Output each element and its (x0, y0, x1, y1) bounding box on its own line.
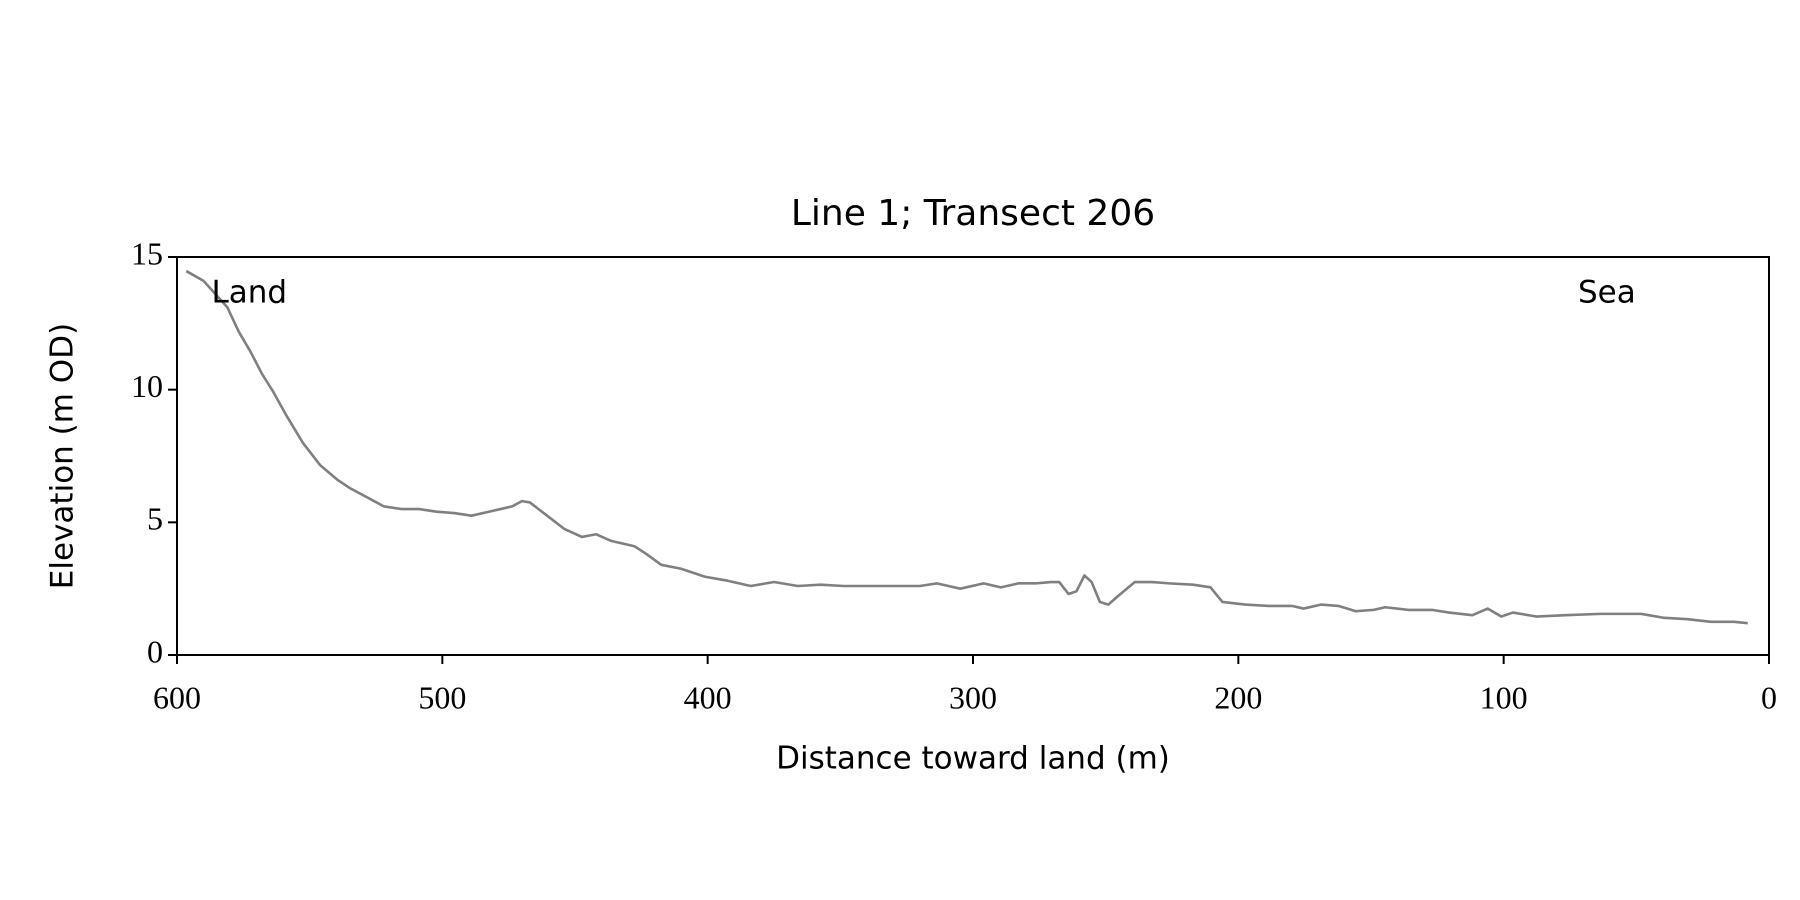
x-tick-label: 100 (1480, 679, 1528, 715)
data-line (185, 269, 1748, 625)
plot-frame (176, 256, 1770, 656)
x-tick-label: 400 (684, 679, 732, 715)
x-tick-label: 0 (1761, 679, 1777, 715)
x-tick-label: 300 (949, 679, 997, 715)
x-tick-label: 500 (418, 679, 466, 715)
y-tick-label: 15 (131, 235, 163, 271)
annotation: Land (211, 275, 287, 311)
x-axis-label: Distance toward land (m) (776, 741, 1170, 777)
y-tick-label: 10 (131, 368, 163, 404)
x-tick-label: 200 (1214, 679, 1262, 715)
y-axis-label: Elevation (m OD) (45, 323, 81, 589)
x-tick-label: 600 (153, 679, 201, 715)
y-tick-label: 5 (147, 501, 163, 537)
y-tick-label: 0 (147, 633, 163, 669)
chart-title: Line 1; Transect 206 (791, 193, 1155, 234)
annotation: Sea (1578, 275, 1636, 311)
